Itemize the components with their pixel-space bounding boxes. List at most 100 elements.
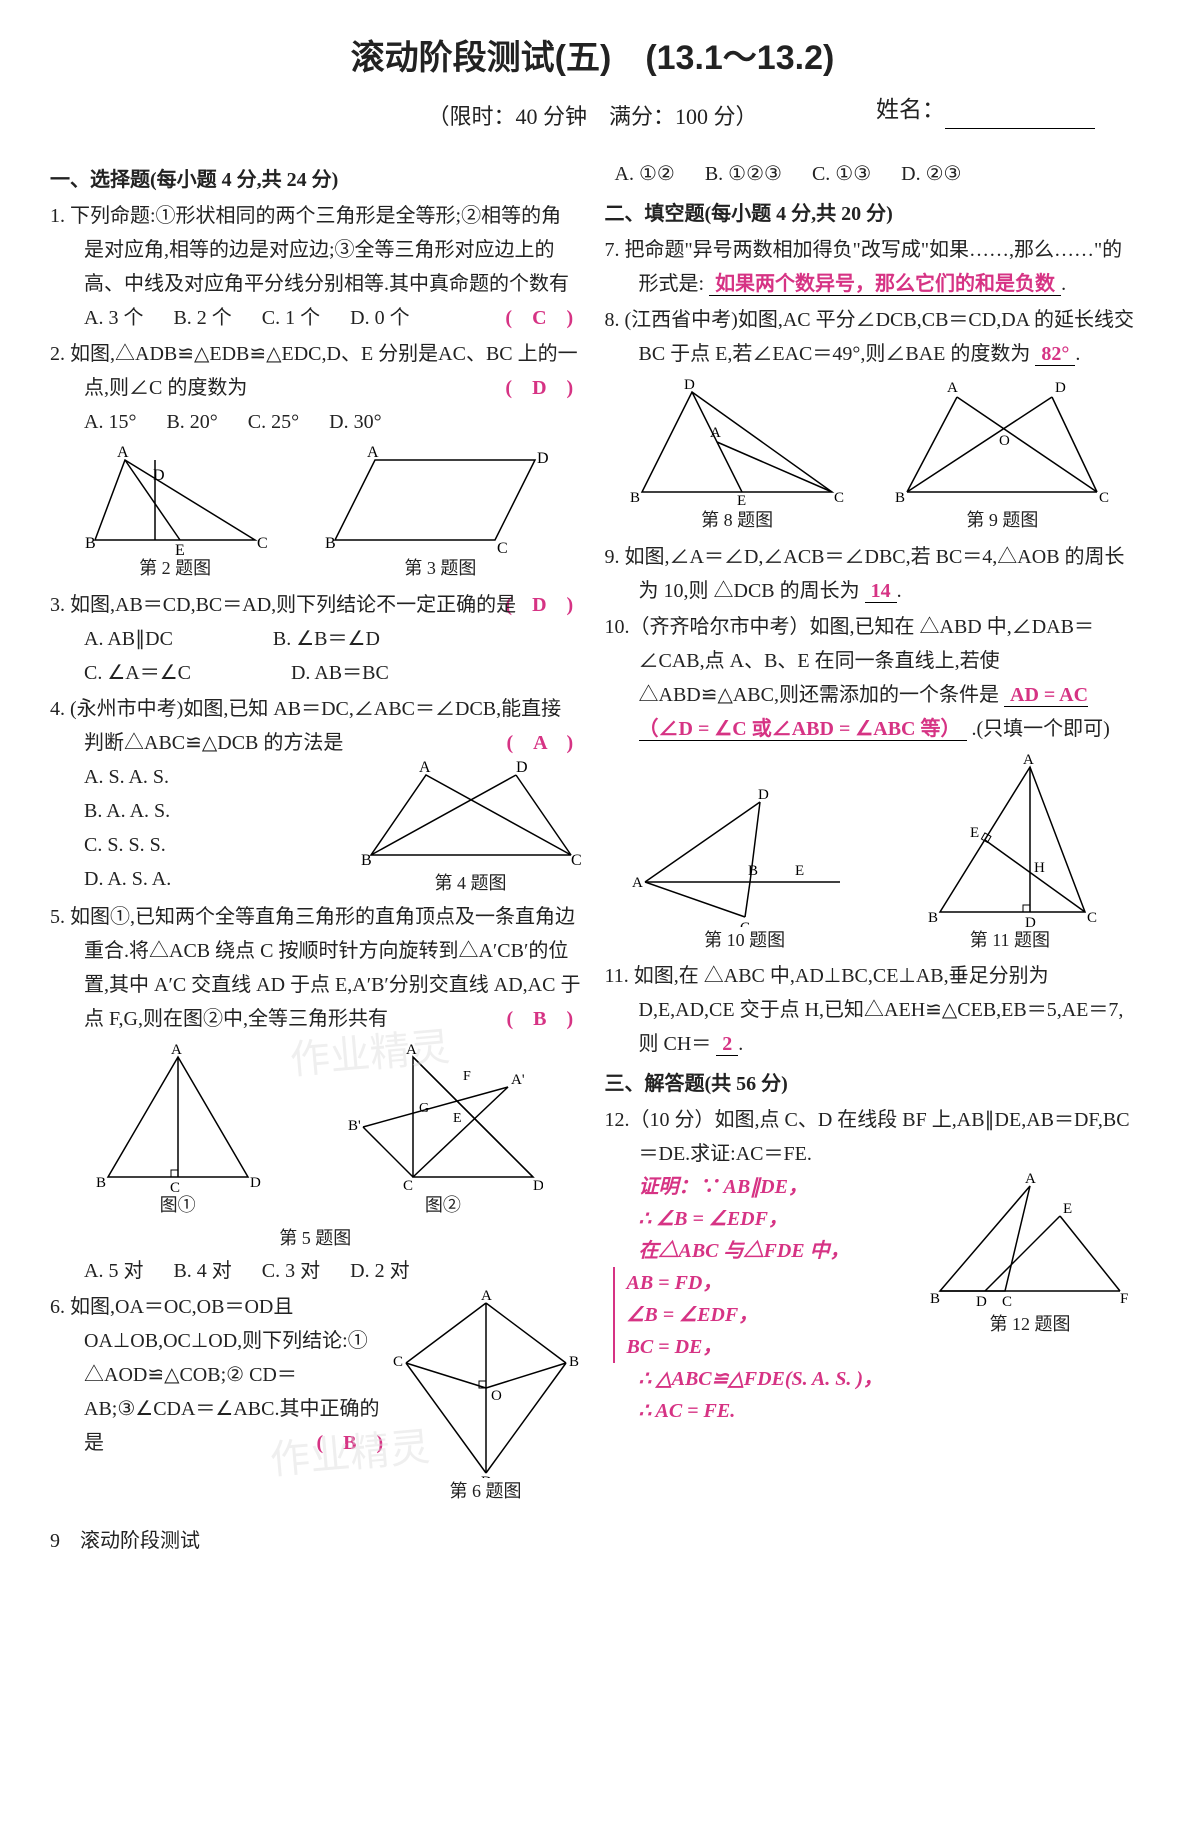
q2: 2. 如图,△ADB≌△EDB≌△EDC,D、E 分别是AC、BC 上的一点,则… <box>50 337 581 405</box>
svg-text:A: A <box>171 1042 182 1058</box>
q6-opt-c: C. ①③ <box>812 157 871 191</box>
svg-text:B: B <box>895 490 905 506</box>
q12-proof-7: ∴ AC = FE. <box>605 1395 926 1427</box>
section-3-head: 三、解答题(共 56 分) <box>605 1067 1136 1101</box>
q4-opt-c: C. S. S. S. <box>84 828 361 862</box>
q2-stem: 2. 如图,△ADB≌△EDB≌△EDC,D、E 分别是AC、BC 上的一点,则… <box>50 343 578 399</box>
svg-text:C: C <box>257 535 268 552</box>
q8-figure-caption: 第 8 题图 <box>622 505 852 536</box>
svg-text:D: D <box>250 1175 261 1191</box>
svg-text:G: G <box>419 1101 429 1116</box>
q1-opt-b: B. 2 个 <box>173 301 231 335</box>
q5-figure-2: A A' B' C D F G E 图② <box>343 1042 543 1221</box>
svg-text:F: F <box>463 1069 471 1084</box>
svg-text:E: E <box>795 863 804 879</box>
q1-stem: 1. 下列命题:①形状相同的两个三角形是全等形;②相等的角是对应角,相等的边是对… <box>50 205 569 295</box>
q1-opt-d: D. 0 个 <box>350 301 409 335</box>
q6-opt-b: B. ①②③ <box>705 157 782 191</box>
svg-text:D: D <box>684 377 695 393</box>
q3-opt-c: C. ∠A＝∠C <box>84 656 191 690</box>
page-footer: 9 滚动阶段测试 <box>50 1524 1135 1558</box>
svg-text:B: B <box>748 863 758 879</box>
q3-opt-a: A. AB∥DC <box>84 622 173 656</box>
q12-proof-0: 证明：∵ AB∥DE， <box>605 1171 926 1203</box>
q6: 6. 如图,OA＝OC,OB＝OD且 OA⊥OB,OC⊥OD,则下列结论:① △… <box>50 1290 391 1460</box>
svg-text:E: E <box>1063 1201 1072 1217</box>
q2-opt-a: A. 15° <box>84 405 136 439</box>
svg-text:B: B <box>928 910 938 926</box>
q10: 10.（齐齐哈尔市中考）如图,已知在 △ABD 中,∠DAB＝∠CAB,点 A、… <box>605 610 1136 746</box>
q6-figure-caption: 第 6 题图 <box>391 1476 581 1507</box>
q12-proof-1: ∴ ∠B = ∠EDF， <box>605 1203 926 1235</box>
q3-opt-b: B. ∠B＝∠D <box>273 622 380 656</box>
q4-figure-caption: 第 4 题图 <box>361 868 581 899</box>
q3: 3. 如图,AB＝CD,BC＝AD,则下列结论不一定正确的是 ( D ) <box>50 588 581 622</box>
q7-answer: 如果两个数异号，那么它们的和是负数 <box>709 273 1061 296</box>
q1-options: A. 3 个 B. 2 个 C. 1 个 D. 0 个 <box>50 301 539 335</box>
svg-text:A: A <box>710 425 721 441</box>
q3-answer: ( D ) <box>539 588 580 622</box>
page-title: 滚动阶段测试(五) (13.1～13.2) <box>50 30 1135 88</box>
q4-opt-d: D. A. S. A. <box>84 862 361 896</box>
svg-text:H: H <box>1034 860 1045 876</box>
svg-text:B: B <box>630 490 640 506</box>
q4-stem: 4. (永州市中考)如图,已知 AB＝DC,∠ABC＝∠DCB,能直接判断△AB… <box>50 698 561 754</box>
svg-text:C: C <box>1099 490 1109 506</box>
svg-text:A: A <box>419 760 431 776</box>
q2-figure-caption: 第 2 题图 <box>75 553 275 584</box>
svg-text:A: A <box>632 875 643 891</box>
q4-opt-b: B. A. A. S. <box>84 794 361 828</box>
q1-opt-c: C. 1 个 <box>262 301 320 335</box>
q4-opt-a: A. S. A. S. <box>84 760 361 794</box>
svg-text:A: A <box>1023 752 1034 768</box>
svg-text:A: A <box>367 445 379 461</box>
q4-options: A. S. A. S. B. A. A. S. C. S. S. S. D. A… <box>50 760 361 896</box>
q6-opt-a: A. ①② <box>615 157 675 191</box>
svg-text:D: D <box>533 1178 543 1192</box>
svg-text:D: D <box>537 450 549 467</box>
q12-proof-6: ∴ △ABC≌△FDE(S. A. S. )， <box>605 1363 926 1395</box>
q8-answer: 82° <box>1035 343 1075 366</box>
q6-opt-d: D. ②③ <box>901 157 961 191</box>
q2-opt-c: C. 25° <box>248 405 299 439</box>
q12-figure: A E B D C F 第 12 题图 <box>925 1171 1135 1427</box>
svg-text:C: C <box>497 540 508 555</box>
svg-text:E: E <box>970 825 979 841</box>
q1-answer: ( C ) <box>539 301 580 335</box>
svg-text:C: C <box>403 1178 413 1192</box>
q5-figure-1-caption: 图① <box>88 1190 268 1221</box>
q5-opt-a: A. 5 对 <box>84 1254 143 1288</box>
q10-figure-caption: 第 10 题图 <box>630 925 860 956</box>
q12-stem: 12.（10 分）如图,点 C、D 在线段 BF 上,AB∥DE,AB＝DF,B… <box>605 1109 1130 1165</box>
svg-text:B': B' <box>348 1118 361 1134</box>
q9-answer: 14 <box>865 580 897 603</box>
q12-proof-5: BC = DE， <box>613 1331 926 1363</box>
q1: 1. 下列命题:①形状相同的两个三角形是全等形;②相等的角是对应角,相等的边是对… <box>50 199 581 301</box>
svg-text:E: E <box>453 1111 462 1126</box>
name-field: 姓名： <box>876 90 1095 129</box>
svg-text:B: B <box>569 1354 579 1370</box>
q11: 11. 如图,在 △ABC 中,AD⊥BC,CE⊥AB,垂足分别为 D,E,AD… <box>605 959 1136 1061</box>
q9: 9. 如图,∠A＝∠D,∠ACB＝∠DBC,若 BC＝4,△AOB 的周长为 1… <box>605 540 1136 608</box>
q10-tail: .(只填一个即可) <box>972 718 1110 740</box>
q2-figure: A D B E C 第 2 题图 <box>75 445 275 584</box>
q5: 5. 如图①,已知两个全等直角三角形的直角顶点及一条直角边重合.将△ACB 绕点… <box>50 900 581 1036</box>
q5-figure-1: A B C D 图① <box>88 1042 268 1221</box>
svg-text:C: C <box>1087 910 1097 926</box>
svg-text:C: C <box>571 852 581 869</box>
q11-figure: A E H B D C 第 11 题图 <box>910 752 1110 956</box>
section-1-head: 一、选择题(每小题 4 分,共 24 分) <box>50 163 581 197</box>
q3-figure: A D B C 第 3 题图 <box>325 445 555 584</box>
q4-answer: ( A ) <box>541 726 581 760</box>
svg-text:B: B <box>361 852 372 869</box>
q6-answer: ( B ) <box>351 1426 391 1460</box>
q12-figure-caption: 第 12 题图 <box>925 1309 1135 1340</box>
q4-figure: A D B C 第 4 题图 <box>361 760 581 899</box>
q5-opt-b: B. 4 对 <box>173 1254 231 1288</box>
q2-opt-b: B. 20° <box>166 405 217 439</box>
q3-opt-d: D. AB＝BC <box>291 656 389 690</box>
q12-proof-2: 在△ABC 与△FDE 中， <box>605 1235 926 1267</box>
name-blank[interactable] <box>945 128 1095 129</box>
q12-proof-4: ∠B = ∠EDF， <box>613 1299 926 1331</box>
right-column: A. ①② B. ①②③ C. ①③ D. ②③ 二、填空题(每小题 4 分,共… <box>605 157 1136 1506</box>
